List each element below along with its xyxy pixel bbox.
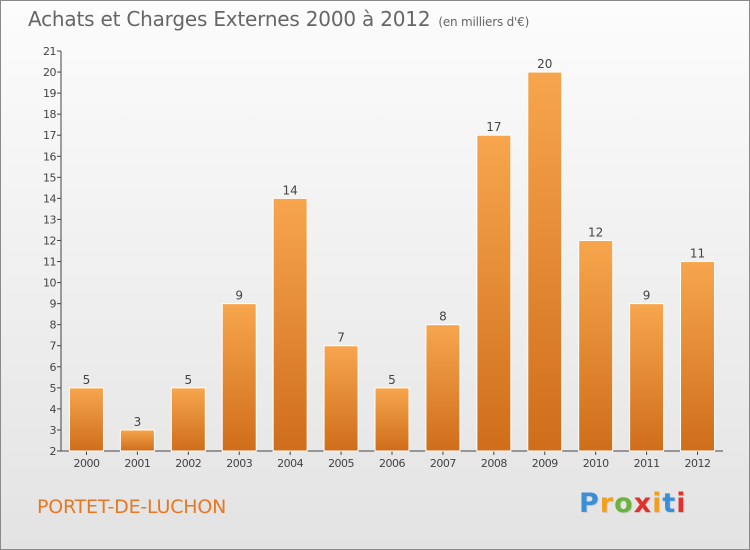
x-tick-label: 2009 [532,457,558,470]
data-label: 8 [439,310,447,324]
logo-letter: x [633,488,653,519]
x-tick-label: 2000 [73,457,99,470]
bar-2006 [374,387,410,452]
y-tick-label: 17 [43,129,56,142]
data-label: 17 [486,120,501,134]
logo-letter: t [662,488,677,519]
x-tick-label: 2010 [583,457,609,470]
y-tick-label: 21 [43,45,56,58]
y-tick-label: 2 [50,445,57,458]
y-tick-label: 7 [50,340,57,353]
y-tick-label: 14 [43,192,56,205]
chart-title: Achats et Charges Externes 2000 à 2012 (e… [28,7,529,31]
y-tick-label: 19 [43,87,56,100]
y-tick-label: 3 [50,424,57,437]
logo-letter: P [579,488,600,519]
x-tick-label: 2012 [685,457,711,470]
data-label: 14 [283,183,298,197]
y-tick-label: 9 [50,298,57,311]
logo-letter: i [652,488,663,519]
bar-2011 [629,303,665,452]
y-tick-label: 5 [50,382,57,395]
data-label: 20 [537,57,552,71]
title-unit: (en milliers d'€) [438,15,530,29]
y-tick-label: 20 [43,66,56,79]
proxiti-logo: Proxiti [579,488,687,519]
y-tick-label: 13 [43,213,56,226]
y-tick-label: 12 [43,234,56,247]
y-tick-label: 16 [43,150,56,163]
data-label: 9 [643,289,651,303]
bars [68,71,716,452]
y-tick-label: 10 [43,277,56,290]
y-tick-label: 6 [50,361,57,374]
x-tick-label: 2008 [481,457,507,470]
data-label: 5 [83,373,91,387]
y-tick-label: 15 [43,171,56,184]
data-label: 5 [184,373,192,387]
bar-2008 [476,134,512,452]
data-label: 12 [588,225,603,239]
x-tick-label: 2006 [379,457,405,470]
bar-2004 [272,197,308,452]
bar-2001 [119,429,155,452]
bar-2005 [323,345,359,452]
bar-2007 [425,324,461,452]
logo-letter: i [676,488,687,519]
y-tick-label: 4 [50,403,57,416]
bar-2002 [170,387,206,452]
bar-2012 [680,261,716,452]
logo-letter: r [599,488,615,519]
logo-letter: o [614,488,634,519]
bar-2009 [527,71,563,452]
x-tick-label: 2002 [175,457,201,470]
data-label: 9 [235,289,243,303]
bar-2010 [578,239,614,452]
x-tick-label: 2011 [634,457,660,470]
y-tick-label: 18 [43,108,56,121]
data-label: 7 [337,331,345,345]
place-name: PORTET-DE-LUCHON [37,496,227,518]
y-tick-label: 8 [50,319,57,332]
x-tick-label: 2005 [328,457,354,470]
bar-2003 [221,303,257,452]
x-tick-label: 2003 [226,457,252,470]
labels: 2000 5 2001 3 2002 5 2003 9 2004 14 2005 7 2006 5 2007… [73,57,711,470]
data-label: 5 [388,373,396,387]
x-tick-label: 2004 [277,457,303,470]
x-tick-label: 2007 [430,457,456,470]
data-label: 3 [134,415,142,429]
x-tick-label: 2001 [124,457,150,470]
y-tick-label: 11 [43,256,56,269]
data-label: 11 [690,247,705,261]
title-text: Achats et Charges Externes 2000 à 2012 [28,7,431,31]
bar-2000 [68,387,104,452]
